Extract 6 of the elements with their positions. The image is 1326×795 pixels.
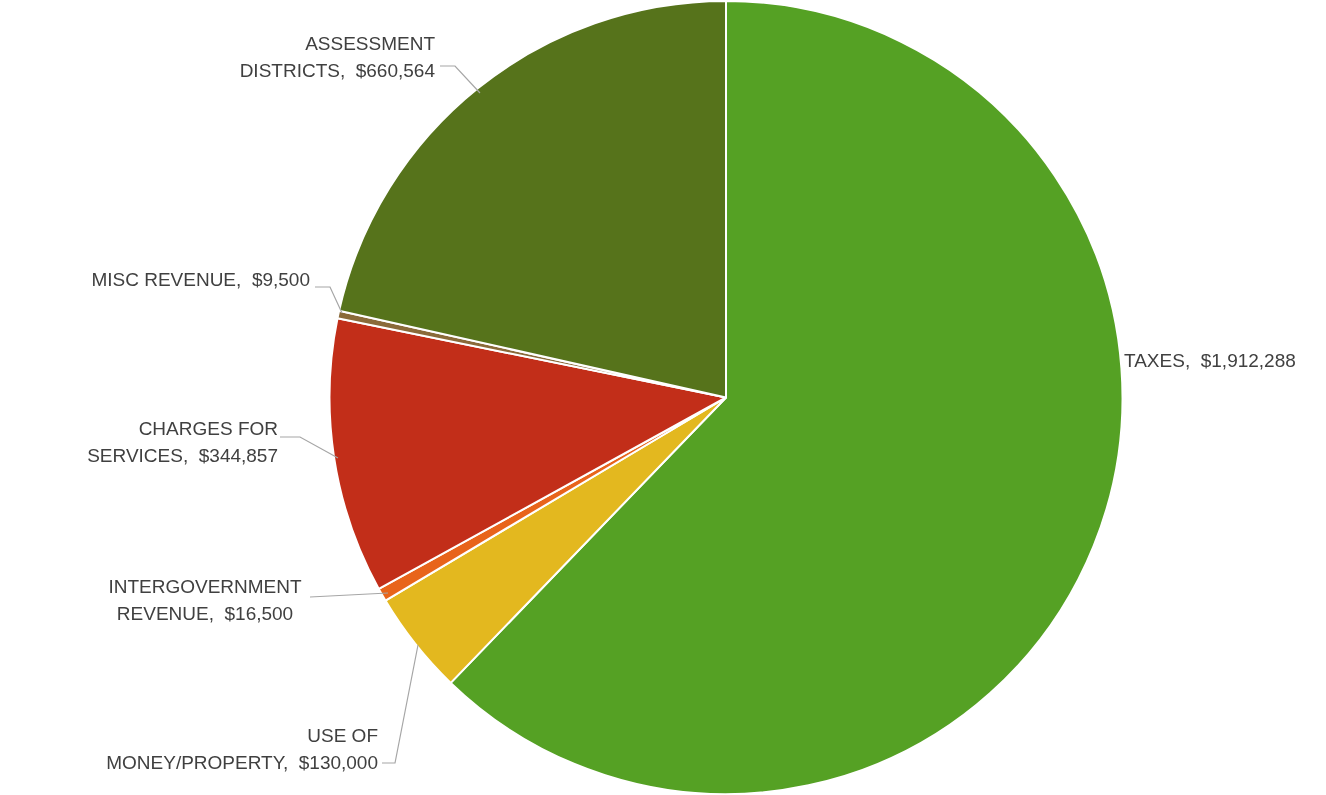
slice-label: INTERGOVERNMENT REVENUE, $16,500: [108, 576, 302, 625]
slice-label: MISC REVENUE, $9,500: [91, 269, 310, 291]
slice-label: USE OF MONEY/PROPERTY, $130,000: [106, 725, 378, 774]
slice-label: ASSESSMENT DISTRICTS, $660,564: [239, 33, 436, 82]
slice-label: TAXES, $1,912,288: [1124, 350, 1296, 372]
slice-label: CHARGES FOR SERVICES, $344,857: [87, 418, 278, 467]
